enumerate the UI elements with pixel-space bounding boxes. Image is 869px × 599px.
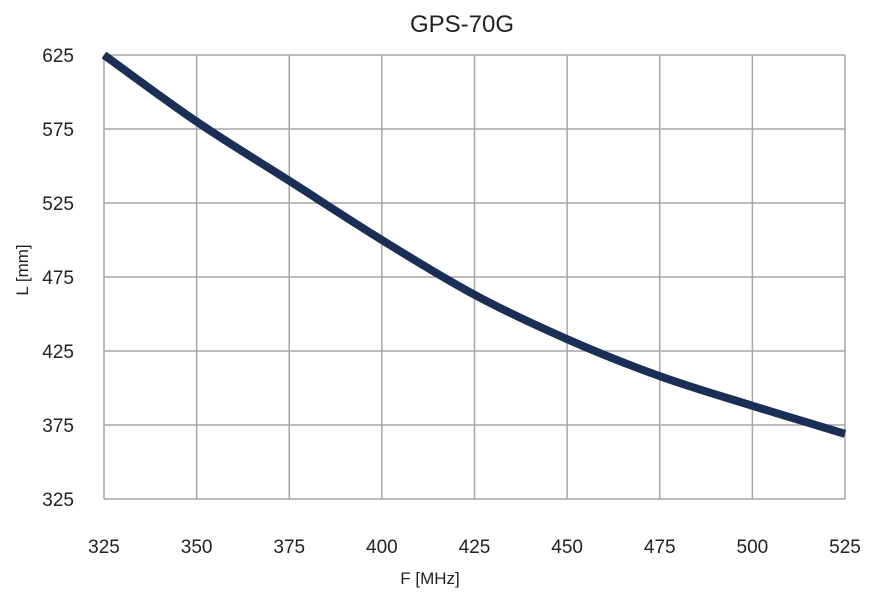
chart-title: GPS-70G [410,11,514,38]
x-tick-label: 425 [459,537,491,558]
x-tick-label: 475 [644,537,676,558]
x-tick-label: 325 [88,537,120,558]
y-axis-label: L [mm] [13,244,32,295]
x-tick-label: 450 [551,537,583,558]
series-line [101,51,847,438]
y-tick-label: 325 [42,490,74,511]
x-axis-label: F [MHz] [400,569,460,588]
x-tick-label: 400 [366,537,398,558]
x-tick-label: 500 [737,537,769,558]
x-tick-labels: 325 350 375 400 425 450 475 500 525 [88,537,861,558]
y-tick-label: 425 [42,342,74,363]
x-tick-label: 525 [829,537,861,558]
grid [103,54,846,500]
x-tick-label: 350 [181,537,213,558]
y-tick-label: 475 [42,268,74,289]
y-tick-label: 525 [42,194,74,215]
x-tick-label: 375 [273,537,305,558]
y-tick-label: 625 [42,46,74,67]
y-tick-label: 575 [42,120,74,141]
series-layer [101,51,847,438]
y-tick-label: 375 [42,416,74,437]
y-tick-labels: 325 375 425 475 525 575 625 [42,46,74,511]
